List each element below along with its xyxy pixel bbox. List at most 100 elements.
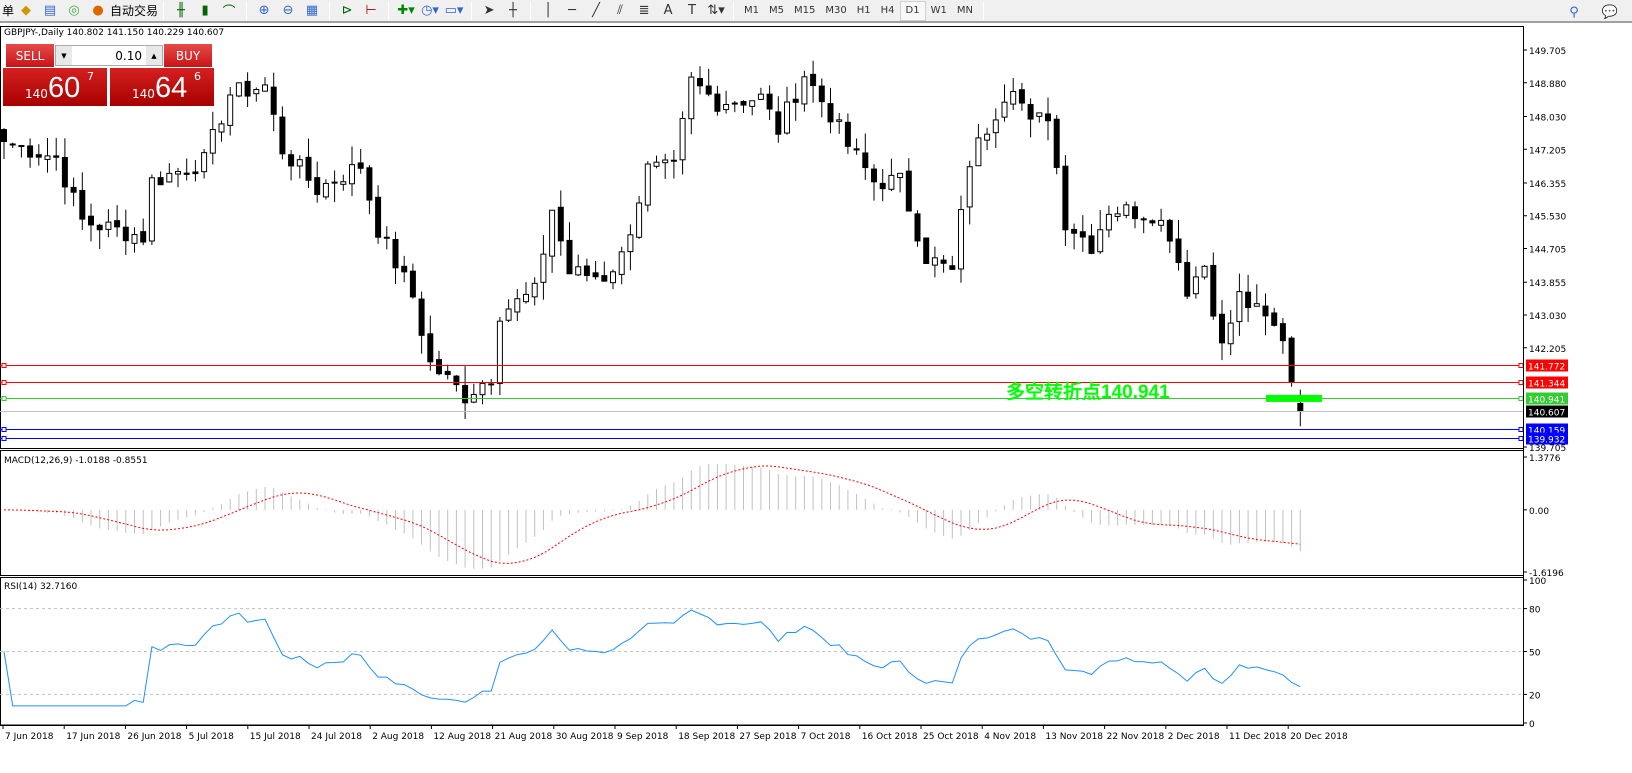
bear-candle-body	[305, 156, 312, 181]
price-label-box	[1526, 359, 1568, 372]
indicators-icon[interactable]: ✚▾	[397, 3, 415, 18]
candle	[1279, 318, 1286, 354]
bull-candle-body	[340, 181, 347, 185]
time-axis-label: 12 Aug 2018	[433, 732, 491, 742]
bull-candle-body	[1158, 219, 1165, 226]
price-axis-label: 145.530	[1529, 213, 1566, 223]
bull-candle-body	[888, 174, 895, 190]
zoom-out-icon[interactable]: ⊖	[282, 3, 294, 18]
zoom-in-icon[interactable]: ⊕	[258, 3, 270, 18]
candle	[679, 111, 686, 175]
time-axis-label: 27 Sep 2018	[739, 732, 796, 742]
bull-candle-body	[618, 251, 625, 275]
timeframe-mn[interactable]: MN	[956, 5, 973, 16]
navigator-icon[interactable]: ▤	[43, 3, 57, 18]
equidistant-channel-icon[interactable]: ⫽	[617, 3, 623, 18]
decrease-lot-icon[interactable]: ▼	[56, 46, 72, 65]
candle	[853, 138, 860, 155]
bull-candle-body	[662, 159, 669, 164]
bear-candle-body	[1262, 305, 1269, 317]
candle	[740, 100, 747, 113]
candlestick-icon[interactable]: ▮	[201, 3, 209, 18]
fibonacci-icon[interactable]: ≣	[638, 3, 650, 18]
candle	[262, 77, 268, 92]
candle	[766, 85, 773, 120]
bull-candle-body	[1036, 112, 1043, 117]
candle	[392, 231, 399, 285]
candle	[462, 366, 469, 419]
timeframe-h1[interactable]: H1	[856, 5, 871, 16]
line-chart-icon[interactable]: ⌒	[222, 5, 236, 20]
market-watch-icon[interactable]: ◆	[21, 3, 32, 18]
level-price-label: 140.607	[1528, 409, 1565, 419]
bear-candle-body	[453, 375, 460, 386]
candle	[958, 195, 964, 283]
chat-icon[interactable]: 💬	[1601, 4, 1619, 20]
bull-candle-body	[131, 234, 138, 244]
timeframe-m15[interactable]: M15	[794, 5, 816, 16]
chart-shift-icon[interactable]: ⊢	[365, 3, 377, 18]
candle	[1079, 215, 1086, 252]
timeframe-d1[interactable]: D1	[899, 0, 926, 21]
candle	[1071, 223, 1078, 250]
candle	[688, 72, 695, 135]
bear-candle-body	[35, 154, 42, 158]
bear-candle-body	[818, 85, 825, 103]
bull-candle-body	[931, 257, 938, 266]
price-axis-label: 147.205	[1529, 146, 1566, 156]
candle	[1236, 273, 1243, 336]
price-label-box	[1526, 405, 1568, 418]
text-icon[interactable]: A	[663, 3, 673, 18]
chart-window[interactable]: 149.705 148.880 148.030 147.205 146.355 145.5…	[0, 25, 1632, 773]
timeframe-m1[interactable]: M1	[744, 5, 760, 16]
candle	[79, 172, 86, 230]
candle	[1149, 219, 1156, 227]
bear-candle-body	[18, 145, 25, 148]
buy-price-button[interactable]: 140 64 6	[110, 68, 214, 106]
auto-trading-icon[interactable]: ●	[92, 3, 104, 18]
bull-candle-body	[610, 271, 616, 284]
tile-windows-icon[interactable]: ▦	[305, 3, 319, 18]
vertical-line-icon[interactable]: │	[544, 3, 552, 18]
bull-candle-body	[1105, 213, 1112, 231]
arrows-icon[interactable]: ⇅▾	[707, 3, 725, 18]
crosshair-icon[interactable]: ┼	[509, 3, 517, 18]
templates-icon[interactable]: ▭▾	[444, 3, 464, 18]
candle	[148, 174, 155, 245]
signals-icon[interactable]: ◎	[68, 3, 80, 18]
bear-candle-body	[1166, 219, 1173, 242]
candle	[1045, 97, 1051, 141]
text-label-icon[interactable]: T	[688, 3, 696, 18]
bar-chart-icon[interactable]: ╫	[177, 3, 185, 18]
horizontal-line-icon[interactable]: ─	[568, 3, 576, 18]
cursor-icon[interactable]: ➤	[483, 3, 495, 18]
candle	[897, 172, 904, 193]
search-icon[interactable]: ⚲	[1569, 4, 1579, 20]
new-order-label[interactable]: 单	[2, 4, 15, 18]
buy-button[interactable]: BUY	[164, 44, 212, 67]
bear-candle-body	[905, 170, 912, 212]
level-handle	[1518, 427, 1524, 432]
periods-icon[interactable]: ◷▾	[421, 3, 439, 18]
auto-trading-button[interactable]: 自动交易	[110, 4, 159, 18]
rsi-axis-label: 100	[1529, 577, 1546, 587]
candle	[427, 315, 434, 371]
timeframe-m5[interactable]: M5	[769, 5, 785, 16]
candle	[1201, 264, 1208, 280]
level-price-label: 140.941	[1528, 396, 1565, 406]
sell-price-button[interactable]: 140 60 7	[3, 68, 107, 106]
trendline-icon[interactable]: ╱	[592, 3, 600, 18]
sell-button[interactable]: SELL	[6, 44, 54, 67]
increase-lot-icon[interactable]: ▲	[146, 46, 162, 65]
timeframe-m30[interactable]: M30	[825, 5, 847, 16]
timeframe-w1[interactable]: W1	[930, 5, 947, 16]
bear-candle-body	[583, 265, 590, 276]
bear-candle-body	[1210, 264, 1217, 317]
buy-price-prefix: 140	[132, 87, 155, 101]
lot-size-value[interactable]: 0.10	[115, 48, 142, 63]
lot-size-input[interactable]: ▼ 0.10 ▲	[55, 45, 163, 66]
time-axis-label: 2 Aug 2018	[372, 732, 424, 742]
autoscroll-icon[interactable]: ⊳	[341, 3, 353, 18]
timeframe-h4[interactable]: H4	[880, 5, 895, 16]
candle	[810, 60, 817, 103]
